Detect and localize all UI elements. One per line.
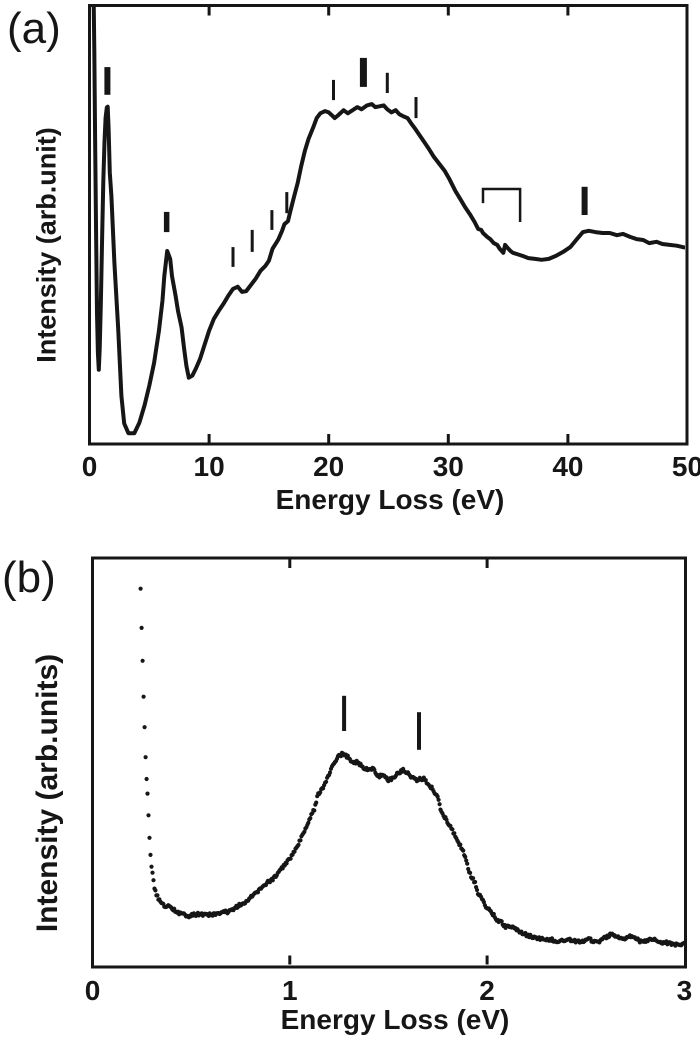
peak-marker-bold <box>342 695 347 731</box>
panel-a-plot <box>91 6 685 443</box>
x-tick-label: 10 <box>193 451 225 482</box>
panel-b-y-axis-label: Intensity (arb.units) <box>31 653 64 933</box>
x-tick-label: 50 <box>671 451 700 482</box>
peak-marker-bold <box>581 186 588 215</box>
peak-marker-bold <box>417 712 421 750</box>
peak-marker-thin <box>414 97 418 119</box>
peak-marker-thin <box>332 79 335 101</box>
x-tick-label: 20 <box>313 451 345 482</box>
x-tick-label: 3 <box>676 975 693 1006</box>
panel-b-frame <box>91 556 687 969</box>
peak-marker-bold <box>104 67 111 95</box>
panel-a-label: (a) <box>7 4 61 53</box>
panel-a-x-axis-label: Energy Loss (eV) <box>275 484 505 515</box>
bracket-marker <box>481 187 522 222</box>
x-tick-label: 30 <box>432 451 464 482</box>
peak-marker-thin <box>385 72 389 93</box>
x-tick-label: 0 <box>81 451 98 482</box>
panel-a-y-axis-label: Intensity (arb.unit) <box>31 127 62 363</box>
x-tick-label: 0 <box>84 975 101 1006</box>
peak-marker-thin <box>285 192 289 214</box>
panel-b-x-axis-label: Energy Loss (eV) <box>280 1004 510 1035</box>
panel-b-plot <box>138 559 684 965</box>
peak-marker-thin <box>250 229 254 252</box>
panel-b-label: (b) <box>2 553 56 602</box>
peak-marker-thin <box>231 247 235 267</box>
x-tick-label: 2 <box>479 975 495 1006</box>
panel-a-frame <box>88 4 689 446</box>
peak-marker-thin <box>270 210 274 230</box>
spectrum-curve <box>91 7 685 436</box>
peak-marker-bold <box>163 211 170 233</box>
x-tick-label: 1 <box>282 975 298 1006</box>
peak-marker-bold <box>359 57 367 87</box>
spectrum-dots <box>138 586 684 948</box>
x-tick-label: 40 <box>552 451 584 482</box>
